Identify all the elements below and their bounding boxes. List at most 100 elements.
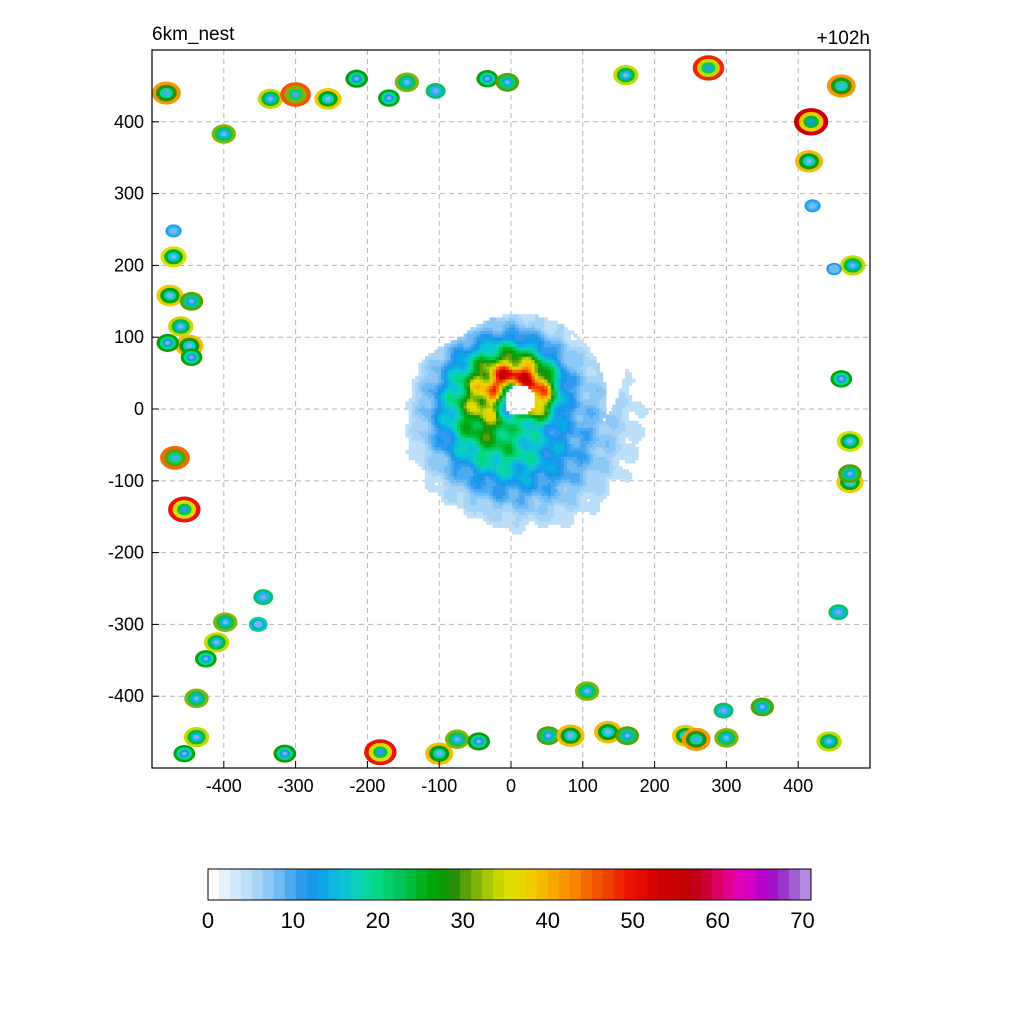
field-cell [612, 407, 617, 412]
field-cell [563, 346, 568, 351]
field-cell [505, 343, 510, 348]
field-cell [579, 349, 584, 354]
field-cell [534, 340, 539, 344]
field-cell [583, 475, 587, 480]
field-cell [621, 475, 626, 480]
field-cell [473, 407, 478, 412]
field-cell [476, 479, 481, 483]
field-cell [625, 411, 629, 415]
field-cell [418, 365, 423, 370]
colorbar-swatch [339, 869, 352, 900]
field-cell [576, 394, 581, 399]
field-cell [415, 398, 419, 403]
colorbar-swatch [317, 869, 330, 900]
field-cell [525, 469, 529, 474]
field-cell [453, 488, 458, 493]
field-cell [499, 346, 503, 351]
field-cell [415, 401, 419, 406]
field-cell [589, 352, 594, 357]
field-cell [544, 453, 549, 457]
field-cell [470, 382, 474, 386]
field-cell [450, 469, 455, 474]
field-cell [486, 411, 491, 415]
field-cell [544, 433, 549, 438]
field-cell [550, 362, 555, 367]
field-cell [411, 440, 416, 445]
field-cell [453, 369, 458, 373]
field-cell [634, 424, 639, 428]
field-cell [625, 424, 629, 428]
field-cell [537, 495, 542, 499]
field-cell [547, 391, 552, 396]
field-cell [586, 508, 591, 512]
field-cell [621, 411, 626, 415]
field-cell [615, 453, 620, 457]
field-cell [434, 398, 439, 403]
convective-cell [826, 262, 842, 276]
field-cell [518, 475, 523, 480]
field-cell [476, 456, 481, 461]
field-cell [596, 501, 600, 506]
field-cell [508, 433, 513, 438]
field-cell [476, 462, 481, 467]
field-cell [502, 349, 507, 354]
field-cell [518, 382, 523, 386]
field-cell [602, 482, 607, 487]
field-cell [476, 443, 481, 448]
field-cell [453, 466, 458, 470]
field-cell [466, 437, 471, 441]
field-cell [563, 404, 568, 409]
field-cell [615, 407, 620, 412]
field-cell [557, 469, 562, 474]
field-cell [424, 459, 429, 464]
field-cell [583, 491, 587, 496]
field-cell [434, 446, 439, 451]
field-cell [567, 433, 571, 438]
field-cell [583, 453, 587, 457]
field-cell [447, 485, 452, 490]
field-cell [586, 385, 591, 390]
field-cell [541, 491, 545, 496]
field-cell [502, 340, 507, 344]
field-cell [463, 430, 468, 435]
field-cell [589, 362, 594, 367]
field-cell [476, 482, 481, 487]
field-cell [550, 320, 555, 325]
field-cell [457, 501, 461, 506]
field-cell [531, 459, 536, 464]
field-cell [570, 511, 575, 516]
field-cell [625, 456, 629, 461]
field-cell [531, 375, 536, 380]
field-cell [453, 378, 458, 383]
field-cell [567, 475, 571, 480]
field-cell [457, 359, 461, 364]
field-cell [428, 430, 432, 435]
field-cell [437, 453, 442, 457]
field-cell [482, 433, 487, 438]
field-cell [428, 369, 432, 373]
field-cell [486, 482, 491, 487]
convective-cell [425, 82, 446, 99]
field-cell [544, 414, 549, 419]
y-tick-label: 0 [134, 399, 144, 419]
field-cell [476, 433, 481, 438]
field-cell [440, 388, 445, 393]
field-cell [482, 517, 487, 522]
field-cell [453, 433, 458, 438]
convective-cell [179, 291, 204, 311]
field-cell [505, 378, 510, 383]
field-cell [437, 382, 442, 386]
field-cell [476, 449, 481, 454]
field-cell [479, 456, 484, 461]
field-cell [544, 349, 549, 354]
field-cell [534, 511, 539, 516]
field-cell [576, 372, 581, 377]
field-cell [492, 391, 497, 396]
field-cell [531, 469, 536, 474]
field-cell [431, 462, 436, 467]
field-cell [567, 508, 571, 512]
field-cell [408, 411, 413, 415]
field-cell [489, 437, 494, 441]
field-cell [521, 352, 526, 357]
field-cell [521, 449, 526, 454]
